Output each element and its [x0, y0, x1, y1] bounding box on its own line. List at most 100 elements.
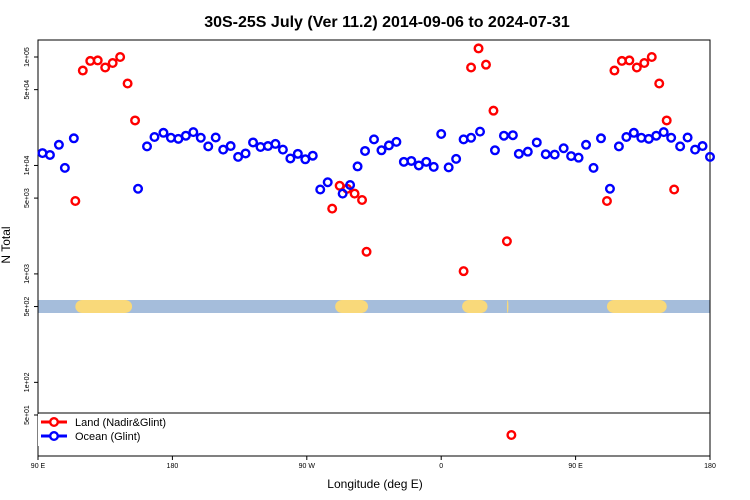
land-point: [115, 52, 126, 63]
ocean-point: [270, 138, 281, 149]
land-point: [601, 196, 612, 207]
y-tick-label: 5e+01: [24, 405, 31, 425]
land-point: [639, 58, 650, 69]
land-point: [458, 266, 469, 277]
land-point: [646, 52, 657, 63]
x-tick-label: 90 E: [31, 463, 46, 470]
ocean-point: [540, 149, 551, 160]
ocean-point: [489, 145, 500, 156]
ocean-point: [651, 130, 662, 141]
x-tick-label: 90 E: [568, 463, 583, 470]
land-point: [357, 195, 368, 206]
ocean-point: [697, 141, 708, 152]
land-point: [631, 62, 642, 73]
land-point: [488, 105, 499, 116]
y-tick-label: 1e+03: [24, 264, 31, 284]
ocean-point: [188, 127, 199, 138]
ocean-point: [421, 156, 432, 167]
land-band-segment: [75, 300, 133, 313]
ocean-point: [513, 148, 524, 159]
ocean-point: [53, 139, 64, 150]
land-point: [481, 59, 492, 70]
legend-land-marker: [49, 417, 60, 428]
land-point: [100, 62, 111, 73]
land-point: [327, 203, 338, 214]
chart-title: 30S-25S July (Ver 11.2) 2014-09-06 to 20…: [204, 14, 570, 31]
ocean-point: [149, 131, 160, 142]
ocean-point: [498, 130, 509, 141]
ocean-point: [376, 145, 387, 156]
ocean-point: [248, 137, 259, 148]
land-point: [669, 184, 680, 195]
ocean-point: [466, 132, 477, 143]
y-tick-label: 5e+04: [24, 80, 31, 100]
ocean-point: [507, 130, 518, 141]
ocean-point: [292, 148, 303, 159]
ocean-point: [307, 150, 318, 161]
ocean-point: [203, 141, 214, 152]
ocean-point: [322, 177, 333, 188]
axes: 90 E 180 90 W 0 90 E 180 1e+05 5e+04 1e+04 5e+03 1…: [24, 39, 716, 470]
legend-land-label: Land (Nadir&Glint): [75, 417, 166, 429]
y-tick-label: 1e+04: [24, 156, 31, 176]
ocean-point: [428, 161, 439, 172]
ocean-point: [133, 183, 144, 194]
ocean-point: [345, 180, 356, 191]
ocean-point: [451, 153, 462, 164]
ocean-point: [621, 131, 632, 142]
ocean-point: [210, 132, 221, 143]
land-point: [130, 115, 141, 126]
ocean-point: [531, 137, 542, 148]
ocean-point: [705, 151, 716, 162]
ocean-point: [218, 144, 229, 155]
ocean-point: [195, 132, 206, 143]
plot-frame: [37, 39, 711, 457]
legend-ocean-marker: [49, 431, 60, 442]
y-axis-label: N Total: [0, 226, 13, 263]
land-point: [624, 55, 635, 66]
land-point: [466, 62, 477, 73]
ocean-point: [337, 188, 348, 199]
ocean-point: [59, 162, 70, 173]
ocean-point: [240, 148, 251, 159]
ocean-point: [285, 153, 296, 164]
land-point: [501, 236, 512, 247]
ocean-point: [595, 133, 606, 144]
ocean-point: [233, 151, 244, 162]
land-point: [361, 246, 372, 257]
y-tick-label: 1e+02: [24, 372, 31, 392]
land-point: [661, 115, 672, 126]
ocean-point: [315, 184, 326, 195]
x-tick-label: 0: [439, 463, 443, 470]
land-point: [609, 65, 620, 76]
data-points: [37, 43, 716, 441]
ocean-point: [68, 133, 79, 144]
ocean-point: [604, 183, 615, 194]
ocean-point: [369, 134, 380, 145]
x-tick-label: 90 W: [299, 463, 316, 470]
ocean-point: [406, 155, 417, 166]
x-axis-label: Longitude (deg E): [327, 477, 422, 491]
land-point: [122, 78, 133, 89]
ocean-point: [613, 141, 624, 152]
ocean-point: [360, 145, 371, 156]
ocean-point: [573, 152, 584, 163]
land-point: [92, 55, 103, 66]
ocean-point: [675, 141, 686, 152]
ocean-point: [436, 128, 447, 139]
y-tick-label: 1e+05: [24, 47, 31, 67]
ocean-point: [549, 149, 560, 160]
legend: Land (Nadir&Glint) Ocean (Glint): [38, 414, 188, 446]
land-band-segment: [506, 300, 509, 313]
ocean-point: [558, 143, 569, 154]
x-tick-label: 180: [167, 463, 179, 470]
ocean-point: [690, 144, 701, 155]
land-point: [70, 196, 81, 207]
x-tick-label: 180: [704, 463, 716, 470]
land-point: [473, 43, 484, 54]
ocean-point: [475, 126, 486, 137]
ocean-point: [682, 132, 693, 143]
ocean-point: [300, 154, 311, 165]
legend-ocean-label: Ocean (Glint): [75, 431, 140, 443]
